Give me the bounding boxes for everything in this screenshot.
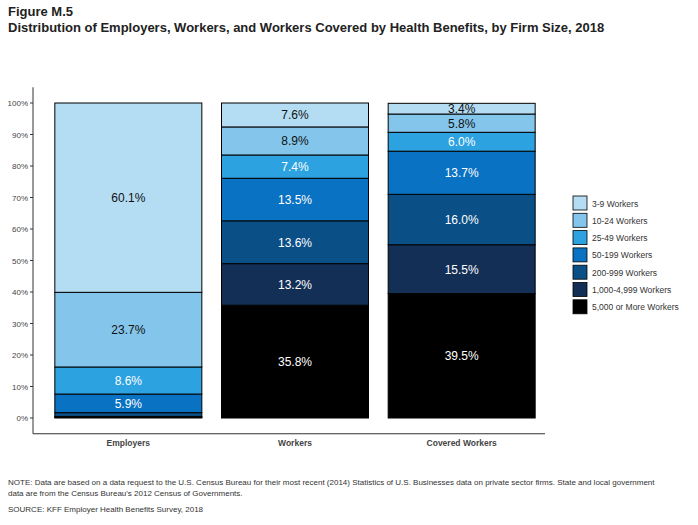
data-label: 6.0% bbox=[448, 135, 476, 149]
data-label: 13.7% bbox=[445, 166, 479, 180]
legend-swatch bbox=[573, 283, 587, 297]
bar-segment bbox=[55, 417, 202, 419]
annotation: NOTE: Data are based on a data request t… bbox=[8, 477, 658, 499]
data-label: 3.4% bbox=[448, 102, 476, 116]
y-tick-label: 80% bbox=[12, 162, 28, 171]
bar-segment bbox=[222, 305, 369, 418]
data-label: 8.6% bbox=[115, 374, 143, 388]
bar-segment bbox=[55, 292, 202, 367]
y-tick-label: 30% bbox=[12, 320, 28, 329]
data-label: 7.6% bbox=[281, 108, 309, 122]
y-tick bbox=[30, 355, 33, 356]
bar-segment bbox=[222, 178, 369, 221]
y-tick bbox=[30, 197, 33, 198]
y-tick-label: 50% bbox=[12, 257, 28, 266]
chart: 0% 10% 20% 30% 40% 50% 60% 70% 80% 90% 100% 5.9% 8.6… bbox=[0, 0, 698, 525]
bar-segment bbox=[388, 294, 535, 418]
data-label: 5.8% bbox=[448, 117, 476, 131]
y-tick bbox=[30, 260, 33, 261]
bar-segment bbox=[388, 151, 535, 194]
legend-swatch bbox=[573, 265, 587, 279]
data-label: 8.9% bbox=[281, 134, 309, 148]
bar-segment bbox=[55, 413, 202, 417]
legend-label: 3-9 Workers bbox=[592, 199, 638, 209]
data-label: 16.0% bbox=[445, 213, 479, 227]
bar-segment bbox=[222, 103, 369, 127]
legend-swatch bbox=[573, 248, 587, 262]
bar-segment bbox=[388, 132, 535, 151]
legend-swatch bbox=[573, 300, 587, 314]
legend-label: 200-999 Workers bbox=[592, 268, 657, 278]
y-tick-label: 20% bbox=[12, 351, 28, 360]
y-tick-label: 10% bbox=[12, 383, 28, 392]
bar-segment bbox=[55, 394, 202, 413]
y-tick bbox=[30, 292, 33, 293]
y-tick-label: 60% bbox=[12, 225, 28, 234]
bar-segment bbox=[388, 114, 535, 132]
bar-segment bbox=[222, 264, 369, 306]
x-axis bbox=[33, 433, 545, 434]
x-tick-label: Workers bbox=[278, 438, 312, 448]
legend-label: 10-24 Workers bbox=[592, 216, 648, 226]
y-tick bbox=[30, 103, 33, 104]
data-label: 23.7% bbox=[111, 323, 145, 337]
legend-label: 25-49 Workers bbox=[592, 233, 648, 243]
bar-segment bbox=[388, 245, 535, 294]
y-tick bbox=[30, 386, 33, 387]
annotation: SOURCE: KFF Employer Health Benefits Sur… bbox=[8, 504, 658, 515]
bar-segment bbox=[222, 127, 369, 155]
bar-segment bbox=[55, 367, 202, 394]
x-tick-label: Employers bbox=[107, 438, 151, 448]
data-label: 5.9% bbox=[115, 397, 143, 411]
notes: NOTE: Data are based on a data request t… bbox=[8, 477, 658, 515]
y-tick-label: 100% bbox=[8, 99, 28, 108]
bar-segment bbox=[222, 221, 369, 264]
bar-segment bbox=[388, 194, 535, 244]
y-tick-label: 40% bbox=[12, 288, 28, 297]
y-tick bbox=[30, 418, 33, 419]
data-label: 39.5% bbox=[445, 349, 479, 363]
data-label: 15.5% bbox=[445, 263, 479, 277]
legend-label: 1,000-4,999 Workers bbox=[592, 285, 671, 295]
data-label: 13.2% bbox=[278, 278, 312, 292]
y-tick bbox=[30, 134, 33, 135]
data-labels: 5.9% 8.6% 23.7% 60.1% 35.8% 13.2% 13.6% 13.5% 7.… bbox=[111, 102, 479, 411]
data-label: 13.6% bbox=[278, 236, 312, 250]
legend-swatch bbox=[573, 196, 587, 210]
data-label: 13.5% bbox=[278, 193, 312, 207]
y-tick-label: 90% bbox=[12, 131, 28, 140]
data-label: 60.1% bbox=[111, 191, 145, 205]
bar-segment bbox=[55, 103, 202, 292]
y-tick bbox=[30, 323, 33, 324]
bars bbox=[55, 103, 535, 418]
subtitle: Distribution of Employers, Workers, and … bbox=[8, 20, 648, 36]
bar-segment bbox=[222, 155, 369, 178]
legend-label: 50-199 Workers bbox=[592, 250, 652, 260]
legend-label: 5,000 or More Workers bbox=[592, 302, 679, 312]
y-tick-label: 0% bbox=[16, 414, 28, 423]
title: Figure M.5 bbox=[8, 4, 73, 19]
y-tick bbox=[30, 229, 33, 230]
legend: 3-9 Workers 10-24 Workers 25-49 Workers 50-… bbox=[573, 196, 679, 314]
data-label: 7.4% bbox=[281, 160, 309, 174]
x-tick-label: Covered Workers bbox=[427, 438, 498, 448]
y-tick-label: 70% bbox=[12, 194, 28, 203]
data-label: 35.8% bbox=[278, 355, 312, 369]
legend-swatch bbox=[573, 231, 587, 245]
legend-swatch bbox=[573, 213, 587, 227]
y-tick bbox=[30, 166, 33, 167]
